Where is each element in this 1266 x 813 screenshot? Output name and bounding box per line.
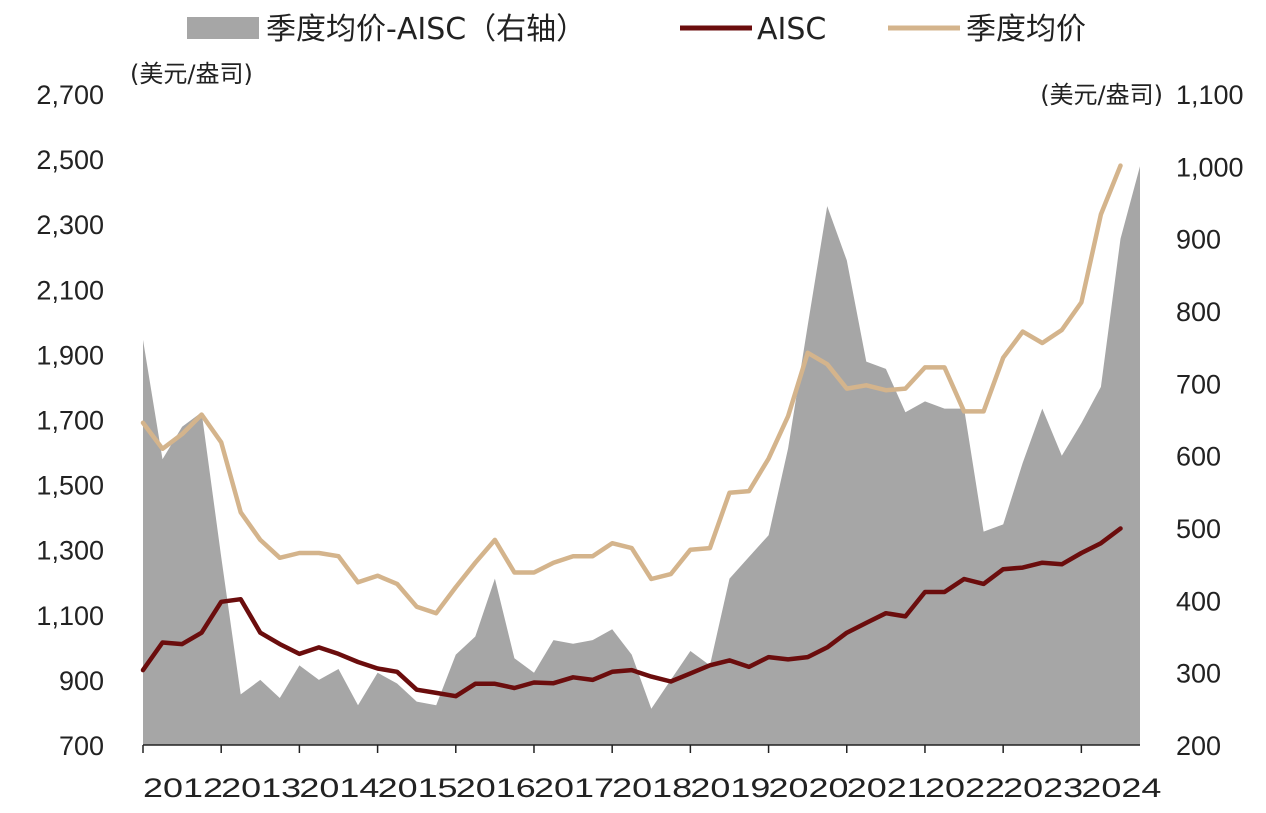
y-left-tick-label: 1,300 xyxy=(36,536,104,566)
x-tick-label: 2015 xyxy=(378,773,458,803)
legend: 季度均价-AISC（右轴） AISC 季度均价 xyxy=(187,12,1086,47)
y-left-tick-label: 900 xyxy=(59,666,104,696)
x-tick-label: 2016 xyxy=(456,773,536,803)
y-right-tick-label: 1,100 xyxy=(1176,80,1244,110)
x-tick-label: 2019 xyxy=(690,773,770,803)
y-right-tick-label: 900 xyxy=(1176,225,1221,255)
y-left-tick-label: 2,500 xyxy=(36,145,104,175)
legend-label-area: 季度均价-AISC（右轴） xyxy=(266,12,586,47)
y-right-tick-label: 400 xyxy=(1176,586,1221,616)
y-left-tick-label: 1,900 xyxy=(36,340,104,370)
x-tick-label: 2018 xyxy=(612,773,692,803)
y-left-tick-label: 2,700 xyxy=(36,80,104,110)
y-right-tick-label: 500 xyxy=(1176,514,1221,544)
x-tick-label: 2017 xyxy=(534,773,614,803)
y-right-tick-label: 200 xyxy=(1176,731,1221,761)
line-series-aisc xyxy=(140,526,1123,699)
x-tick-label: 2023 xyxy=(1003,773,1083,803)
legend-swatch-area xyxy=(187,17,259,39)
x-tick-label: 2014 xyxy=(299,773,379,803)
y-right-unit-label: (美元/盎司) xyxy=(1040,81,1163,109)
legend-label-price: 季度均价 xyxy=(966,12,1086,47)
y-right-tick-label: 1,000 xyxy=(1176,152,1244,182)
legend-label-aisc: AISC xyxy=(757,12,826,47)
x-tick-label: 2022 xyxy=(925,773,1005,803)
area-series-price-minus-aisc xyxy=(143,166,1140,746)
y-left-tick-label: 700 xyxy=(59,731,104,761)
y-right-tick-label: 700 xyxy=(1176,369,1221,399)
y-left-tick-label: 1,100 xyxy=(36,601,104,631)
y-right-tick-label: 800 xyxy=(1176,297,1221,327)
y-left-tick-label: 1,700 xyxy=(36,406,104,436)
y-left-unit-label: (美元/盎司) xyxy=(130,60,253,88)
plot-area xyxy=(140,163,1140,746)
y-left-tick-label: 2,100 xyxy=(36,275,104,305)
line-series-quarterly-avg-price xyxy=(140,163,1123,616)
x-tick-label: 2012 xyxy=(143,773,223,803)
x-tick-label: 2020 xyxy=(769,773,849,803)
x-tick-label: 2013 xyxy=(221,773,301,803)
x-tick-label: 2024 xyxy=(1081,773,1161,803)
y-left-tick-label: 2,300 xyxy=(36,210,104,240)
y-right-tick-label: 300 xyxy=(1176,659,1221,689)
axes: 2012201320142015201620172018201920202021… xyxy=(36,60,1243,803)
y-right-tick-label: 600 xyxy=(1176,442,1221,472)
y-left-tick-label: 1,500 xyxy=(36,471,104,501)
x-tick-label: 2021 xyxy=(847,773,927,803)
